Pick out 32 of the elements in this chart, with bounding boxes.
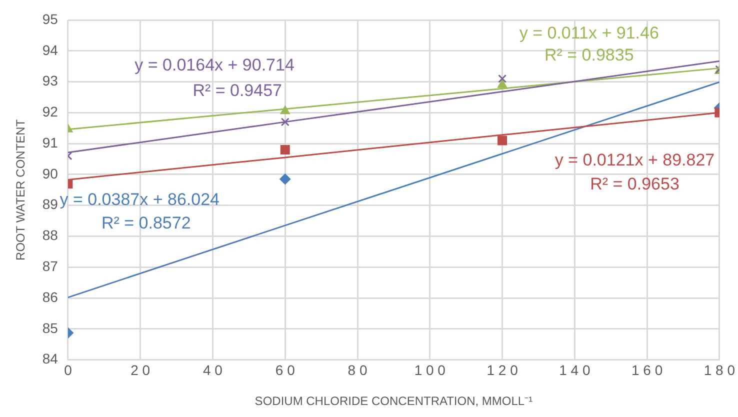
x-tick-label: 2 0 (130, 362, 150, 378)
y-tick-label: 92 (42, 104, 58, 120)
annotation: y = 0.0121x + 89.827 (554, 150, 715, 170)
y-tick-label: 88 (42, 227, 58, 244)
annotation: y = 0.0387x + 86.024 (60, 190, 220, 209)
y-tick-label: 95 (42, 10, 58, 27)
y-tick-label: 84 (42, 350, 58, 367)
y-tick-label: 93 (42, 72, 58, 89)
annotation: R² = 0.9457 (192, 81, 282, 100)
y-tick-label: 87 (42, 258, 58, 274)
y-tick-label: 90 (42, 165, 58, 182)
y-tick-label: 89 (42, 196, 58, 212)
annotation: y = 0.0164x + 90.714 (134, 56, 294, 75)
x-tick-label: 1 2 0 (486, 362, 518, 378)
x-tick-label: 1 8 0 (704, 362, 736, 378)
x-axis-title: SODIUM CHLORIDE CONCENTRATION, MMOLL⁻¹ (254, 394, 533, 408)
y-tick-label: 85 (42, 320, 58, 336)
x-tick-label: 1 6 0 (631, 362, 663, 378)
annotation: R² = 0.9653 (590, 174, 680, 194)
y-tick-label: 86 (42, 288, 58, 305)
x-tick-label: 4 0 (203, 362, 223, 378)
annotation: R² = 0.8572 (101, 214, 191, 233)
x-tick-label: 8 0 (348, 362, 368, 378)
x-tick-label: 6 0 (275, 362, 296, 378)
x-tick-label: 0 (64, 362, 72, 378)
y-tick-label: 91 (42, 134, 58, 150)
y-axis-title: ROOT WATER CONTENT (14, 118, 28, 260)
x-tick-label: 1 0 0 (414, 362, 446, 378)
x-tick-label: 1 4 0 (559, 362, 590, 378)
annotation: R² = 0.9835 (544, 45, 634, 64)
annotation: y = 0.011x + 91.46 (519, 23, 659, 42)
y-tick-label: 94 (42, 42, 58, 58)
